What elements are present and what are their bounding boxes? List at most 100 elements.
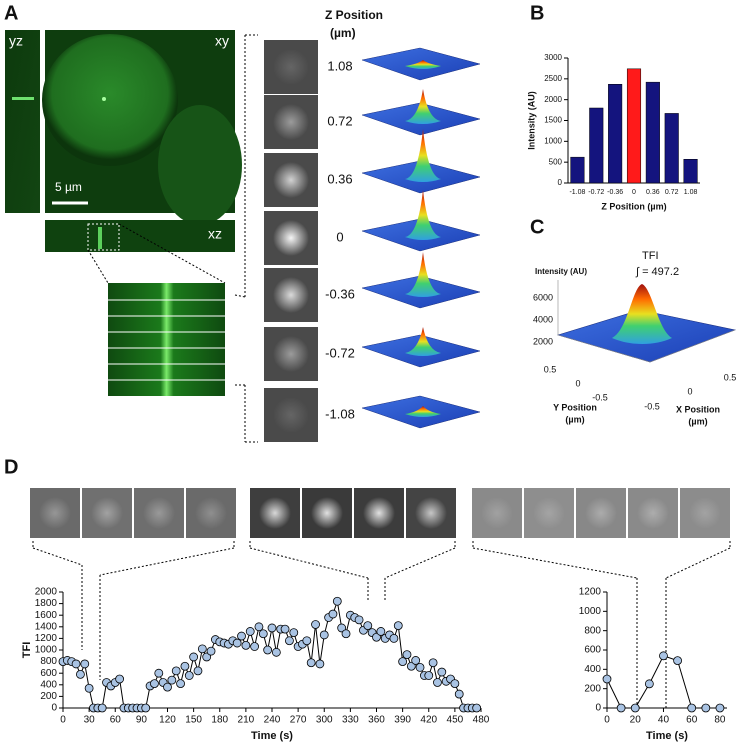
- y-tick-label: 400: [584, 664, 601, 675]
- point: [454, 689, 464, 699]
- x-tick-label: -0.5: [644, 401, 660, 411]
- y-tick-label: 3000: [544, 53, 562, 62]
- z-label: Intensity (AU): [535, 267, 587, 276]
- surface-peak: [405, 327, 441, 356]
- x-tick-label: 0.72: [665, 189, 679, 196]
- z-value: 0.36: [327, 171, 352, 186]
- x-tick-label: 390: [394, 715, 411, 726]
- x-tick-label: 240: [264, 715, 281, 726]
- y-tick-label: 600: [40, 668, 57, 679]
- y-label: Intensity (AU): [526, 91, 536, 150]
- tile-blob: [259, 497, 291, 529]
- slice-lines: [108, 299, 225, 381]
- point: [424, 671, 434, 680]
- y-tick-label: 1000: [35, 645, 58, 656]
- point: [341, 629, 351, 639]
- x-tick-label: -1.08: [569, 189, 585, 196]
- point: [197, 644, 207, 654]
- point: [84, 683, 94, 693]
- tile-blob: [689, 497, 721, 529]
- y-tick-label: 1500: [544, 116, 562, 125]
- x-tick-label: 360: [368, 715, 385, 726]
- point: [701, 703, 711, 713]
- z-value: 1.08: [327, 58, 352, 73]
- x-label: Z Position (µm): [601, 201, 666, 211]
- y-tick-label: 2500: [544, 74, 562, 83]
- z-slice: [264, 129, 481, 207]
- point: [267, 623, 277, 633]
- point: [258, 629, 268, 639]
- y-tick-label: 1000: [579, 606, 602, 617]
- x-tick-label: 330: [342, 715, 359, 726]
- scale-bar-label: 5 µm: [55, 180, 82, 194]
- tile-blob: [533, 497, 565, 529]
- z-slice: [264, 89, 481, 149]
- z-header: (µm): [330, 26, 356, 40]
- tile-blob: [415, 497, 447, 529]
- point: [263, 645, 273, 655]
- y-tick-label: 1000: [544, 136, 562, 145]
- x-tick-label: 1.08: [684, 189, 698, 196]
- surface-peak: [405, 252, 441, 297]
- z-value: -0.72: [325, 345, 355, 360]
- tile-blob: [273, 162, 309, 198]
- point: [337, 623, 347, 633]
- y-tick-label: 500: [549, 157, 563, 166]
- surface-peak: [612, 284, 672, 344]
- y-tick-label: 800: [40, 656, 57, 667]
- point: [237, 631, 246, 641]
- tile-blob: [311, 497, 343, 529]
- x-tick-label: 0.5: [724, 372, 737, 382]
- point: [163, 682, 172, 692]
- point: [319, 630, 329, 640]
- cell: [42, 34, 178, 166]
- x-tick-label: 90: [136, 715, 148, 726]
- tile-blob: [91, 497, 123, 529]
- point: [180, 661, 190, 671]
- point: [659, 651, 668, 661]
- point: [328, 609, 338, 619]
- y-tick-label: 800: [584, 625, 601, 636]
- z-slice: [264, 252, 481, 322]
- point: [644, 679, 654, 689]
- y-label: TFI: [21, 642, 33, 659]
- point: [115, 674, 125, 684]
- x-tick-label: 0: [687, 386, 692, 396]
- point: [289, 628, 299, 637]
- point: [306, 658, 316, 668]
- x-tick-label: 60: [110, 715, 122, 726]
- surface-peak: [405, 190, 441, 240]
- y-tick-label: 1800: [35, 598, 58, 609]
- point: [150, 679, 159, 689]
- x-tick-label: 80: [714, 715, 726, 726]
- panel-letter: A: [4, 2, 18, 24]
- surface-peak: [405, 129, 441, 182]
- point: [372, 632, 381, 642]
- point: [176, 679, 185, 689]
- x-tick-label: 450: [447, 715, 464, 726]
- point: [389, 634, 399, 643]
- point: [241, 640, 251, 650]
- y-tick-label: -0.5: [592, 392, 608, 402]
- y-tick-label: 2000: [544, 95, 562, 104]
- view-label: xy: [215, 33, 229, 49]
- point: [171, 666, 181, 676]
- point: [376, 627, 386, 636]
- point: [673, 656, 682, 666]
- point: [285, 636, 294, 646]
- point: [189, 652, 199, 662]
- spot: [102, 97, 106, 101]
- surface-peak: [405, 89, 441, 124]
- cell: [158, 105, 242, 225]
- zoom-box: [87, 223, 120, 251]
- tile-blob: [195, 497, 227, 529]
- view-label: xz: [208, 226, 222, 242]
- point: [71, 659, 81, 669]
- x-tick-label: 0: [60, 715, 66, 726]
- z-slice: [264, 388, 481, 442]
- y-tick-label: 400: [40, 679, 57, 690]
- bar: [608, 84, 623, 184]
- zoom-image: [108, 283, 225, 396]
- point: [184, 671, 194, 680]
- point: [332, 596, 342, 606]
